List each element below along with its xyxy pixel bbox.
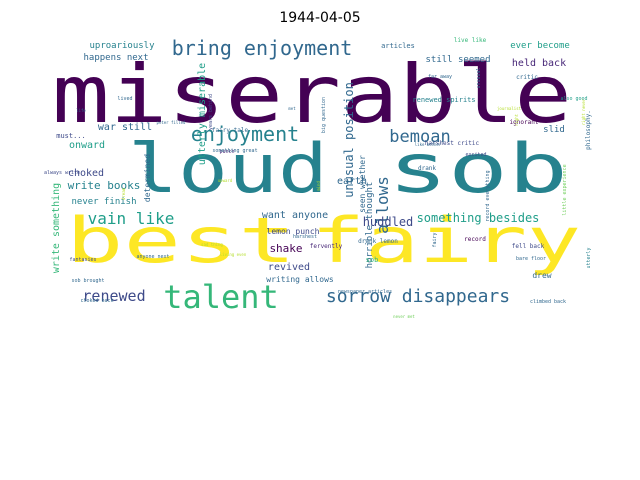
word-15: something besides xyxy=(417,211,540,225)
word-45: sob xyxy=(366,256,379,264)
word-23: choked xyxy=(68,168,104,179)
word-66: utterly xyxy=(586,247,592,268)
word-84: never met xyxy=(393,314,415,319)
word-54: also good xyxy=(560,96,587,102)
word-74: choked back xyxy=(80,298,113,304)
word-35: determined xyxy=(143,154,152,202)
word-83: met xyxy=(288,106,296,111)
word-36: writing allows xyxy=(266,275,334,284)
word-32: never finish xyxy=(71,197,136,207)
word-59: record everything xyxy=(485,170,491,221)
word-14: huddled xyxy=(363,215,414,229)
word-62: drank lemon xyxy=(358,238,398,245)
word-80: fairy xyxy=(432,232,438,247)
word-71: something great xyxy=(212,148,257,154)
word-9: sorrow disappears xyxy=(326,286,510,307)
word-49: lived xyxy=(117,96,132,102)
word-41: live like xyxy=(454,37,487,44)
word-18: held back xyxy=(512,58,566,69)
word-8: bemoan xyxy=(389,127,450,147)
word-20: want anyone xyxy=(262,210,328,221)
word-50: years behind xyxy=(208,94,214,130)
word-42: critic xyxy=(516,74,538,81)
word-13: unusual position xyxy=(342,82,356,198)
word-55: ignorant xyxy=(510,119,539,126)
word-64: fell back xyxy=(512,243,545,250)
word-67: climbed back xyxy=(530,299,566,305)
word-53: unusual xyxy=(476,67,482,88)
word-86: right xyxy=(514,113,519,126)
word-21: shake xyxy=(269,242,302,255)
word-0: miserable xyxy=(52,48,572,141)
word-22: revived xyxy=(268,262,310,273)
word-82: life xyxy=(76,108,86,113)
word-7: enjoyment xyxy=(191,122,299,146)
word-27: write something xyxy=(51,183,62,273)
word-40: renewed spirits xyxy=(412,96,475,104)
word-65: bare floor xyxy=(516,256,546,262)
word-19: uproariously xyxy=(89,41,155,51)
word-44: must... xyxy=(56,132,86,140)
word-78: mind xyxy=(316,181,321,191)
word-24: earth xyxy=(337,176,367,187)
word-88: like mother xyxy=(415,142,442,147)
word-26: onward xyxy=(69,140,105,151)
word-52: big question xyxy=(321,97,327,133)
word-1: loud xyxy=(128,129,328,208)
word-81: peter filled xyxy=(157,120,186,125)
word-47: always write xyxy=(44,170,80,176)
word-51: far away xyxy=(428,74,452,80)
word-10: allows xyxy=(373,176,392,234)
word-25: war still xyxy=(98,122,152,133)
chart-title: 1944-04-05 xyxy=(279,10,361,26)
word-34: seen whether xyxy=(358,155,367,213)
word-12: renewed xyxy=(82,287,145,305)
word-4: fairy xyxy=(311,205,581,277)
word-77: dream xyxy=(121,187,126,200)
word-31: still seemed xyxy=(425,55,490,65)
word-79: upward xyxy=(218,178,233,183)
word-30: happens next xyxy=(83,53,148,63)
word-87: right never xyxy=(581,98,586,125)
word-48: fantasies xyxy=(69,257,96,263)
word-70: fervently xyxy=(310,243,343,250)
word-68: newspaper articles xyxy=(338,289,392,295)
word-29: ever become xyxy=(510,41,570,51)
word-85: journalist xyxy=(497,106,522,111)
word-11: vain like xyxy=(88,209,175,228)
word-3: best xyxy=(66,204,296,276)
word-72: anyone next xyxy=(136,254,169,260)
word-69: harshest xyxy=(293,234,317,240)
word-60: little experience xyxy=(562,164,568,215)
word-37: lemon punch xyxy=(267,227,320,236)
word-76: living even xyxy=(220,252,247,257)
word-73: sob brought xyxy=(71,278,104,284)
word-43: fairy tale xyxy=(212,127,249,134)
word-16: write books xyxy=(68,179,141,192)
word-61: drank xyxy=(418,165,436,172)
word-63: record xyxy=(464,236,486,243)
word-46: punch xyxy=(219,149,234,155)
word-38: drew xyxy=(532,271,551,280)
word-5: talent xyxy=(163,278,279,316)
word-75: sad thing xyxy=(201,242,223,247)
word-39: articles xyxy=(381,42,415,50)
word-2: sob xyxy=(388,130,568,209)
word-56: philosophy. xyxy=(585,110,592,150)
word-6: bring enjoyment xyxy=(172,36,353,60)
word-58: excited xyxy=(465,152,486,158)
word-17: utterly miserable xyxy=(197,63,208,165)
word-33: slid xyxy=(543,125,565,135)
word-28: horrible thought xyxy=(365,182,375,269)
word-57: harshest critic xyxy=(425,140,480,147)
